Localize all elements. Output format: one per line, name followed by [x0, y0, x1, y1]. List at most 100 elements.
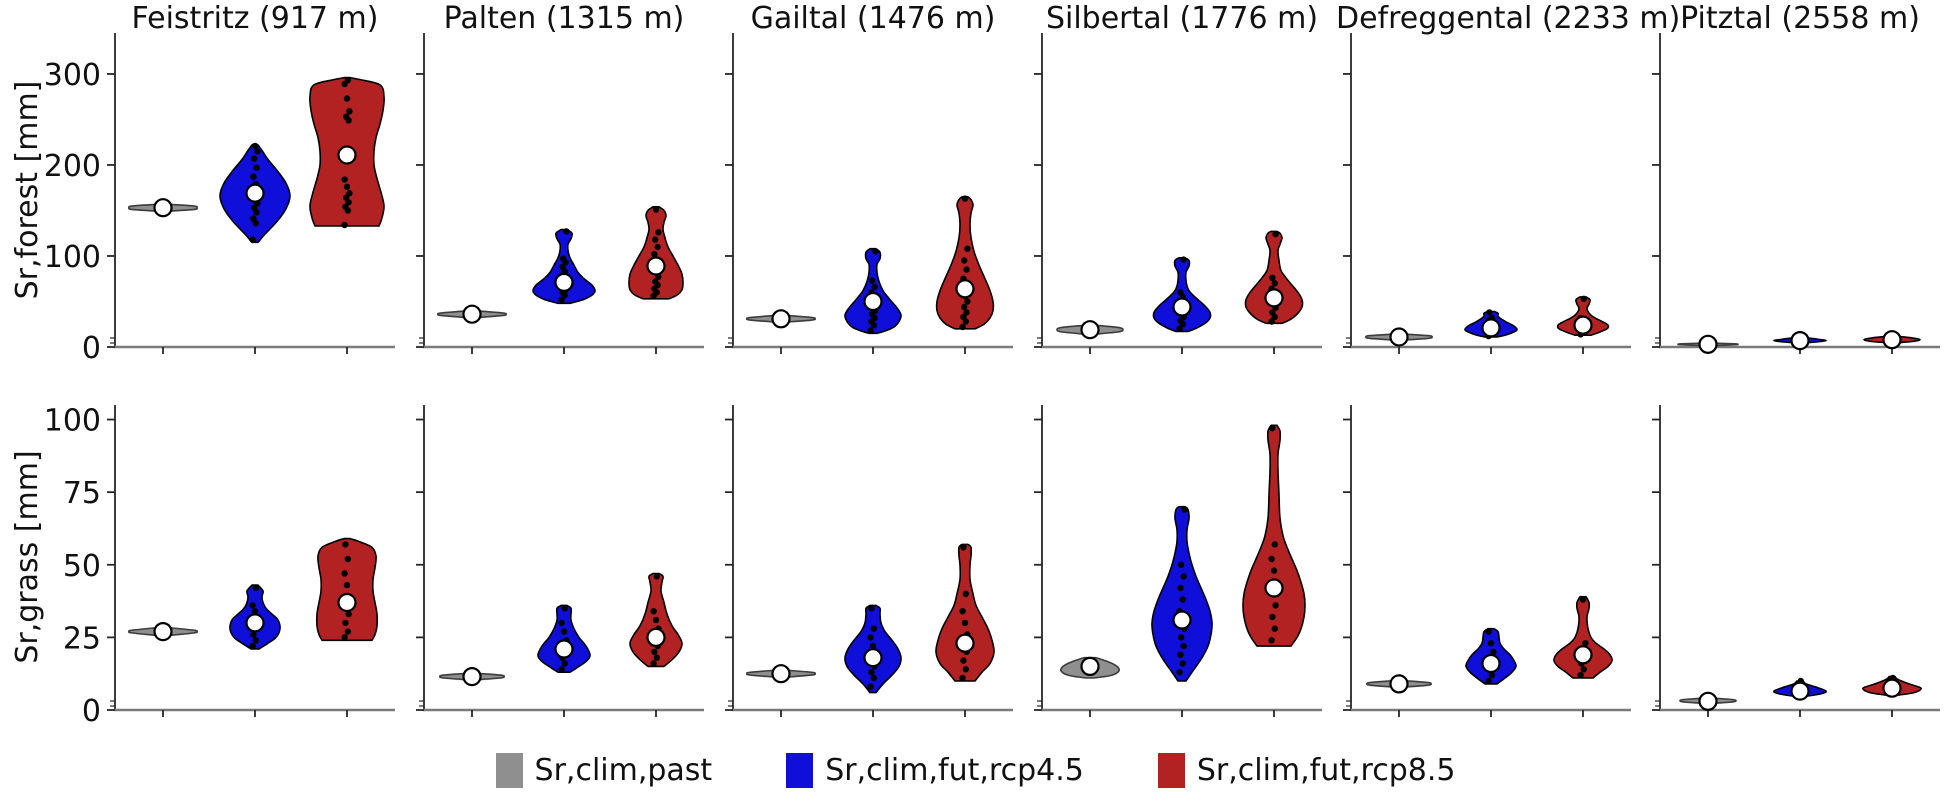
data-point	[344, 555, 351, 563]
data-point	[252, 584, 259, 592]
median-marker	[337, 145, 357, 165]
median-marker	[1481, 318, 1501, 338]
median-marker	[1882, 678, 1902, 698]
data-point	[1490, 648, 1497, 656]
data-point	[1180, 573, 1187, 580]
y-tick-label: 100	[44, 404, 101, 439]
data-point	[1269, 613, 1276, 621]
median-marker	[245, 183, 265, 203]
data-point	[654, 243, 661, 251]
median-marker	[1264, 578, 1284, 598]
data-point	[1272, 230, 1279, 238]
y-tick-label: 25	[63, 621, 101, 656]
data-point	[341, 176, 348, 183]
data-point	[963, 266, 970, 273]
data-point	[961, 303, 968, 311]
panel-title-palten: Palten (1315 m)	[443, 1, 685, 36]
data-point	[1179, 596, 1187, 603]
data-point	[346, 190, 353, 197]
median-marker	[863, 291, 883, 312]
data-point	[869, 277, 876, 284]
data-point	[1582, 640, 1589, 647]
data-point	[1268, 555, 1275, 563]
data-point	[343, 183, 351, 190]
data-point	[559, 263, 566, 271]
median-marker	[1882, 330, 1902, 350]
data-point	[342, 619, 349, 627]
data-point	[561, 605, 568, 612]
data-point	[652, 616, 660, 624]
data-point	[1268, 318, 1275, 325]
data-point	[343, 113, 350, 120]
data-point	[867, 683, 874, 690]
data-point	[343, 194, 350, 201]
past-color-swatch	[495, 752, 523, 788]
data-point	[1269, 274, 1276, 281]
data-point	[1271, 280, 1279, 287]
median-marker	[771, 309, 791, 329]
median-marker	[1172, 610, 1192, 630]
median-marker	[1698, 334, 1718, 354]
data-point	[1577, 671, 1584, 679]
median-marker	[1172, 297, 1192, 317]
data-point	[251, 142, 259, 150]
median-marker	[1264, 288, 1284, 308]
data-point	[251, 155, 258, 162]
data-point	[1176, 669, 1183, 676]
data-point	[1272, 602, 1279, 609]
data-point	[655, 229, 662, 236]
violin-rcp45	[1151, 505, 1213, 682]
legend-label-rcp85: Sr,clim,fut,rcp8.5	[1196, 752, 1456, 788]
data-point	[253, 164, 260, 171]
data-point	[1270, 567, 1278, 574]
median-marker	[1389, 674, 1409, 694]
data-point	[251, 608, 259, 615]
data-point	[1177, 289, 1184, 296]
data-point	[345, 610, 352, 618]
data-point	[250, 173, 257, 180]
median-marker	[955, 633, 975, 653]
rcp85-color-swatch	[1157, 752, 1185, 788]
data-point	[1176, 325, 1183, 332]
data-point	[249, 642, 256, 650]
data-point	[651, 251, 658, 258]
median-marker	[337, 592, 357, 613]
data-point	[1177, 651, 1184, 658]
data-point	[964, 298, 971, 305]
y-tick-label: 0	[82, 694, 101, 729]
data-point	[249, 602, 256, 609]
data-point	[868, 605, 875, 612]
violin-rcp85	[1242, 424, 1306, 647]
data-point	[1485, 628, 1492, 635]
median-marker	[1790, 681, 1810, 701]
data-point	[342, 203, 349, 210]
data-point	[962, 666, 969, 673]
data-point	[1269, 425, 1276, 432]
data-point	[651, 648, 658, 656]
violin-rcp85	[1553, 595, 1613, 679]
data-point	[960, 657, 967, 664]
data-point	[1179, 660, 1187, 667]
data-point	[341, 570, 348, 577]
data-point	[346, 108, 353, 115]
median-marker	[1573, 645, 1593, 665]
median-marker	[462, 304, 482, 324]
median-marker	[1481, 653, 1501, 674]
data-point	[867, 634, 874, 641]
median-marker	[1790, 331, 1810, 351]
median-marker	[646, 627, 666, 648]
data-point	[964, 245, 971, 252]
median-marker	[554, 272, 574, 292]
data-point	[1486, 309, 1493, 316]
panel-title-pitztal: Pitztal (2558 m)	[1680, 1, 1920, 36]
data-point	[1178, 561, 1185, 568]
panel-title-defreggental: Defreggental (2233 m)	[1336, 1, 1681, 36]
median-marker	[1573, 315, 1593, 335]
legend: Sr,clim,past Sr,clim,fut,rcp4.5 Sr,clim,…	[0, 748, 1951, 792]
data-point	[653, 573, 660, 580]
data-point	[959, 608, 966, 615]
data-point	[558, 619, 565, 627]
y-tick-label: 100	[44, 240, 101, 275]
panel-title-feistritz: Feistritz (917 m)	[131, 1, 379, 36]
